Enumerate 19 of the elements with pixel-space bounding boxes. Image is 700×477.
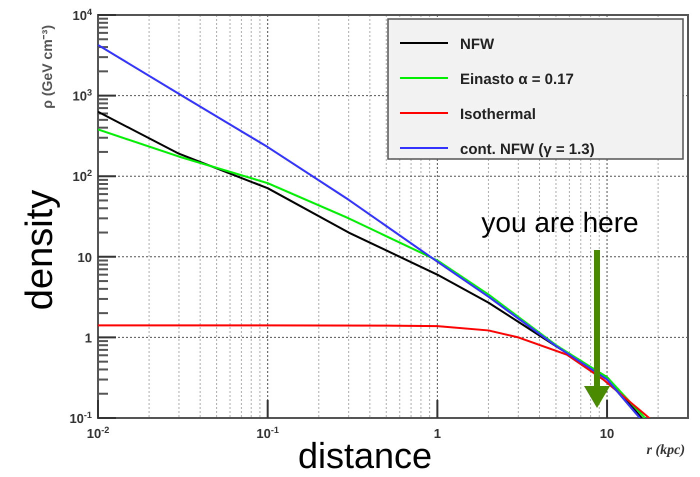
legend-label: cont. NFW (γ = 1.3) <box>460 141 595 158</box>
y-tick-label: 1 <box>84 330 92 346</box>
legend-label: Isothermal <box>460 106 536 123</box>
x-tick-label: 1 <box>434 426 441 441</box>
y-tick-label: 10$^{3}$ <box>72 88 92 104</box>
annotation: you are here <box>481 207 639 238</box>
legend-label: NFW <box>460 36 495 53</box>
y-tick-label: 10 <box>78 250 92 265</box>
y-tick-label: 10$^{2}$ <box>72 168 92 184</box>
x-tick-label: 10$^{-2}$ <box>86 425 110 441</box>
x-axis-title: r (kpc) <box>646 443 685 458</box>
y-tick-label: 10$^{-1}$ <box>69 410 92 426</box>
y-axis-title: ρ (GeV cm⁻³) <box>39 25 55 109</box>
text: distance <box>298 435 432 476</box>
legend-label: Einasto α = 0.17 <box>460 71 574 88</box>
x-tick-label: 10$^{-1}$ <box>256 425 279 441</box>
x-tick-label: 10 <box>600 426 614 441</box>
text: density <box>19 190 61 310</box>
y-tick-label: 10$^{4}$ <box>72 7 93 23</box>
